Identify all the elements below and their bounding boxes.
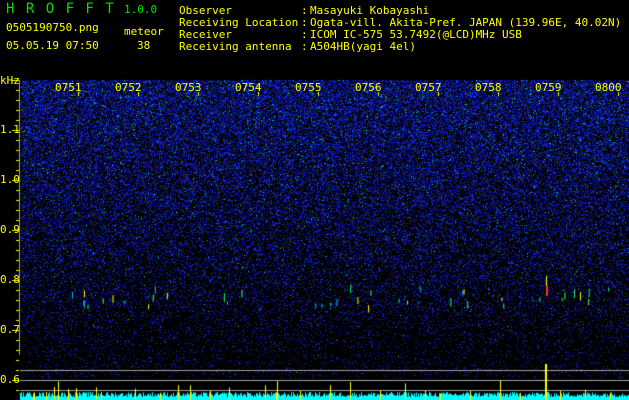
info-label: Receiving Location — [179, 16, 299, 29]
x-tick-label: 0754 — [235, 81, 262, 94]
app-title: H R O F F T — [6, 1, 116, 17]
info-sep: : — [301, 28, 308, 41]
info-sep: : — [301, 16, 308, 29]
x-tick-label: 0800 — [595, 81, 622, 94]
y-tick-label: 0.9 — [0, 223, 20, 236]
y-axis-unit: kHz — [0, 74, 20, 87]
info-value: A504HB(yagi 4el) — [310, 40, 416, 53]
info-value: Masayuki Kobayashi — [310, 4, 430, 17]
info-sep: : — [301, 40, 308, 53]
meteor-count: 38 — [137, 39, 151, 52]
x-tick-label: 0757 — [415, 81, 442, 94]
filename: 0505190750.png — [6, 21, 99, 34]
meteor-label: meteor — [124, 25, 164, 38]
datetime: 05.05.19 07:50 — [6, 39, 99, 52]
x-tick-label: 0759 — [535, 81, 562, 94]
y-tick-label: 1.1 — [0, 123, 20, 136]
x-tick-label: 0758 — [475, 81, 502, 94]
x-tick-label: 0755 — [295, 81, 322, 94]
y-tick-label: 1.0 — [0, 173, 20, 186]
info-label: Receiver — [179, 28, 232, 41]
info-value: ICOM IC-575 53.7492(@LCD)MHz USB — [310, 28, 522, 41]
x-tick-label: 0753 — [175, 81, 202, 94]
x-tick-label: 0751 — [55, 81, 82, 94]
y-tick-label: 0.7 — [0, 323, 20, 336]
info-sep: : — [301, 4, 308, 17]
info-value: Ogata-vill. Akita-Pref. JAPAN (139.96E, … — [310, 16, 622, 29]
y-tick-label: 0.8 — [0, 273, 20, 286]
info-label: Observer — [179, 4, 232, 17]
app-version: 1.0.0 — [124, 3, 158, 16]
info-label: Receiving antenna — [179, 40, 292, 53]
x-tick-label: 0752 — [115, 81, 142, 94]
y-tick-label: 0.6 — [0, 373, 20, 386]
x-tick-label: 0756 — [355, 81, 382, 94]
